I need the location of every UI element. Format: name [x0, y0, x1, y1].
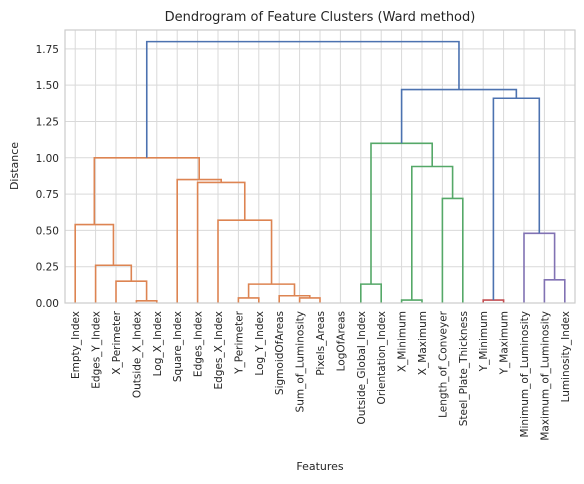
- y-tick-label: 1.75: [36, 44, 59, 56]
- dendrogram-link-orange: [93, 156, 200, 225]
- x-tick-label: Outside_X_Index: [131, 311, 143, 398]
- dendrogram-link-blue: [145, 40, 460, 158]
- dendrogram-link-orange: [94, 264, 133, 303]
- x-tick-label: Y_Minimum: [478, 311, 490, 372]
- x-tick-label: Luminosity_Index: [560, 311, 572, 402]
- dendrogram-link-orange: [298, 297, 321, 303]
- dendrogram-links: [74, 40, 566, 303]
- x-tick-label: Edges_Y_Index: [91, 311, 103, 389]
- x-tick-label: Edges_Index: [193, 311, 205, 377]
- x-tick-label: Sum_of_Luminosity: [295, 311, 307, 412]
- x-tick-label: Orientation_Index: [376, 311, 388, 404]
- dendrogram-link-purple: [523, 232, 556, 303]
- x-tick-label: Empty_Index: [70, 311, 82, 379]
- plot-frame: [64, 29, 576, 304]
- dendrogram-link-purple: [543, 278, 566, 303]
- x-tick-label: Minimum_of_Luminosity: [519, 311, 531, 438]
- x-tick-label: LogOfAreas: [335, 311, 347, 371]
- dendrogram-link-orange: [217, 219, 273, 303]
- y-tick-label: 0.75: [36, 189, 59, 201]
- y-tick-label: 0.00: [36, 298, 59, 310]
- dendrogram-link-orange: [196, 181, 246, 303]
- x-tick-label: Length_of_Conveyer: [437, 310, 449, 418]
- y-tick-label: 0.25: [36, 262, 59, 274]
- y-axis-ticks: 0.00 0.25 0.50 0.75 1.00 1.25 1.50 1.75: [36, 44, 59, 310]
- dendrogram-link-orange: [278, 294, 311, 303]
- dendrogram-link-blue: [492, 97, 541, 301]
- dendrogram-link-green: [359, 283, 383, 303]
- x-tick-label: Square_Index: [172, 311, 184, 382]
- x-tick-label: Y_Maximum: [499, 311, 511, 375]
- x-axis-ticks: Empty_Index Edges_Y_Index X_Perimeter Outsi…: [70, 310, 572, 440]
- x-tick-label: Log_Y_Index: [254, 311, 266, 376]
- dendrogram-link-green: [441, 197, 464, 303]
- x-tick-label: Log_X_Index: [152, 311, 164, 376]
- dendrogram-link-orange: [74, 223, 115, 303]
- dendrogram-link-green: [410, 165, 454, 301]
- x-tick-label: SigmoidOfAreas: [274, 311, 286, 395]
- dendrogram-link-orange: [237, 297, 260, 303]
- y-tick-label: 1.25: [36, 116, 59, 128]
- y-axis-label: Distance: [8, 142, 21, 190]
- x-tick-label: Steel_Plate_Thickness: [458, 311, 470, 426]
- x-tick-label: X_Minimum: [397, 311, 409, 372]
- x-axis-label: Features: [296, 460, 344, 473]
- dendrogram-link-orange: [176, 178, 222, 303]
- y-tick-label: 1.00: [36, 153, 59, 165]
- x-tick-label: X_Perimeter: [111, 310, 123, 374]
- x-tick-label: Outside_Global_Index: [356, 311, 368, 424]
- grid-lines: [65, 30, 575, 304]
- x-tick-label: Y_Perimeter: [233, 310, 245, 375]
- x-tick-label: Maximum_of_Luminosity: [539, 311, 551, 441]
- x-tick-label: X_Maximum: [417, 311, 429, 375]
- y-tick-label: 0.50: [36, 225, 59, 237]
- x-tick-label: Edges_X_Index: [213, 311, 225, 390]
- chart-title: Dendrogram of Feature Clusters (Ward met…: [165, 10, 476, 25]
- y-tick-label: 1.50: [36, 80, 59, 92]
- dendrogram-link-orange: [115, 280, 148, 303]
- x-tick-label: Pixels_Areas: [315, 311, 327, 376]
